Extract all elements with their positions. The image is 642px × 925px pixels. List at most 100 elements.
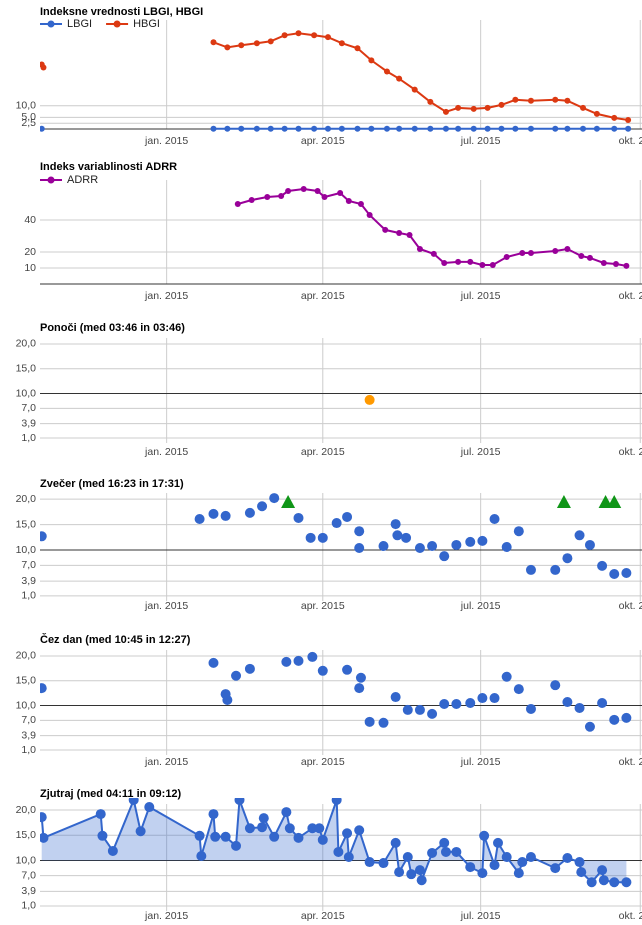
x-tick-label: jul. 2015: [460, 910, 501, 922]
point: [440, 846, 451, 857]
y-tick-label: 1,0: [21, 744, 36, 756]
y-tick-label: 10: [24, 262, 36, 274]
point: [210, 39, 217, 46]
point: [390, 519, 401, 530]
point: [574, 530, 585, 541]
x-tick-label: apr. 2015: [301, 910, 345, 922]
point: [580, 125, 587, 132]
point: [269, 493, 280, 504]
point: [295, 30, 302, 37]
y-tick-label: 1,0: [21, 900, 36, 912]
point: [324, 34, 331, 41]
point: [430, 250, 437, 257]
x-tick-label: okt. 2015: [619, 446, 642, 458]
point: [40, 531, 47, 542]
point: [519, 249, 526, 256]
point: [210, 125, 217, 132]
point: [257, 501, 268, 512]
point: [97, 830, 108, 841]
point: [378, 717, 389, 728]
point: [354, 825, 365, 836]
point: [503, 253, 510, 260]
point: [208, 809, 219, 820]
point: [401, 532, 412, 543]
x-tick-label: apr. 2015: [301, 135, 345, 147]
point: [257, 822, 268, 833]
y-tick-label: 20,0: [16, 650, 37, 662]
y-tick-label: 15,0: [16, 674, 37, 686]
chart-title: Zjutraj (med 04:11 in 09:12): [40, 788, 182, 800]
point: [406, 869, 417, 880]
point: [338, 125, 345, 132]
legend-dot: [113, 20, 121, 28]
point: [489, 693, 500, 704]
point: [498, 125, 505, 132]
point: [439, 837, 450, 848]
chart: Ponoči (med 03:46 in 03:46) jan. 2015 apr.…: [16, 322, 642, 458]
point: [427, 125, 434, 132]
plot-area: [234, 185, 630, 269]
x-tick-label: jan. 2015: [144, 290, 188, 302]
point: [224, 44, 231, 51]
point: [267, 125, 274, 132]
chart: Zjutraj (med 04:11 in 09:12) jan. 2015 apr…: [16, 788, 642, 922]
point: [128, 798, 139, 805]
point: [364, 394, 375, 405]
point: [427, 847, 438, 858]
point: [293, 832, 304, 843]
point: [489, 513, 500, 524]
point: [331, 798, 342, 805]
point: [527, 97, 534, 104]
point: [584, 721, 595, 732]
point: [314, 823, 325, 834]
point: [479, 830, 490, 841]
point: [285, 188, 292, 195]
point: [441, 260, 448, 267]
point: [220, 510, 231, 521]
point: [231, 840, 242, 851]
point: [402, 851, 413, 862]
point: [416, 245, 423, 252]
point: [455, 125, 462, 132]
marker-triangle: [281, 495, 296, 508]
point: [574, 702, 585, 713]
point: [501, 542, 512, 552]
point: [281, 125, 288, 132]
point: [194, 830, 205, 841]
point: [383, 125, 390, 132]
point: [552, 125, 559, 132]
point: [597, 865, 608, 876]
point: [598, 875, 609, 886]
point: [337, 189, 344, 196]
y-tick-label: 1,0: [21, 432, 36, 444]
legend-label: LBGI: [67, 18, 92, 30]
point: [550, 863, 561, 874]
chart: Indeks variablinosti ADRR jan. 2015 apr. 2…: [24, 161, 642, 302]
point: [253, 40, 260, 47]
point: [354, 45, 361, 52]
plot-area: [40, 798, 632, 888]
point: [584, 539, 595, 550]
point: [484, 104, 491, 111]
point: [586, 254, 593, 261]
y-tick-label: 10,0: [16, 699, 37, 711]
x-tick-label: jan. 2015: [144, 135, 188, 147]
y-tick-label: 15,0: [16, 829, 37, 841]
legend-dot: [47, 20, 55, 28]
point: [621, 567, 632, 578]
point: [317, 665, 328, 676]
point: [248, 197, 255, 203]
point: [465, 536, 476, 547]
point: [244, 823, 255, 834]
point: [609, 714, 620, 725]
point: [451, 539, 462, 550]
point: [354, 683, 365, 694]
y-tick-label: 20,0: [16, 493, 37, 505]
point: [269, 831, 280, 842]
point: [564, 97, 571, 104]
point: [442, 108, 449, 115]
y-tick-label: 10,0: [16, 100, 37, 112]
point: [402, 704, 413, 715]
point: [396, 75, 403, 82]
point: [414, 543, 425, 554]
